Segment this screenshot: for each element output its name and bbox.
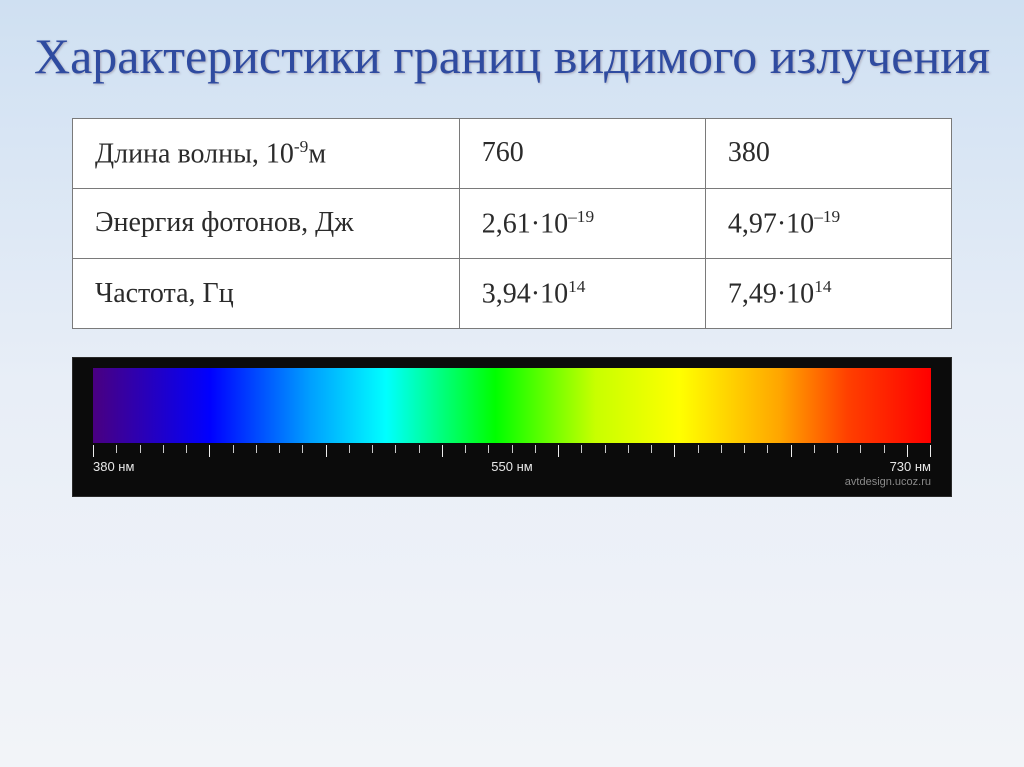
tick bbox=[442, 445, 465, 457]
watermark: avtdesign.ucoz.ru bbox=[845, 476, 931, 488]
value-cell: 3,94·1014 bbox=[459, 259, 705, 329]
tick bbox=[186, 445, 209, 453]
table-row: Энергия фотонов, Дж 2,61·10–19 4,97·10–1… bbox=[73, 188, 952, 258]
tick bbox=[116, 445, 139, 453]
param-cell: Энергия фотонов, Дж bbox=[73, 188, 460, 258]
table-row: Длина волны, 10-9м 760 380 bbox=[73, 118, 952, 188]
value-cell: 380 bbox=[705, 118, 951, 188]
value-cell: 7,49·1014 bbox=[705, 259, 951, 329]
tick bbox=[837, 445, 860, 453]
tick bbox=[674, 445, 697, 457]
tick bbox=[860, 445, 883, 453]
tick bbox=[651, 445, 674, 453]
value-cell: 4,97·10–19 bbox=[705, 188, 951, 258]
val-exp: 14 bbox=[814, 277, 831, 296]
tick bbox=[721, 445, 744, 453]
tick bbox=[535, 445, 558, 453]
tick bbox=[767, 445, 790, 453]
val-base: 7,49·10 bbox=[728, 278, 814, 309]
spectrum-ticks bbox=[93, 445, 931, 457]
param-tail: м bbox=[308, 138, 326, 169]
tick bbox=[907, 445, 931, 457]
param-cell: Длина волны, 10-9м bbox=[73, 118, 460, 188]
tick bbox=[372, 445, 395, 453]
tick bbox=[581, 445, 604, 453]
spec-table: Длина волны, 10-9м 760 380 Энергия фотон… bbox=[72, 118, 952, 330]
value-cell: 760 bbox=[459, 118, 705, 188]
spectrum-bar bbox=[93, 368, 931, 443]
tick bbox=[349, 445, 372, 453]
spectrum-label: 380 нм bbox=[93, 459, 163, 474]
val-exp: 14 bbox=[568, 277, 585, 296]
tick bbox=[628, 445, 651, 453]
val-exp: –19 bbox=[568, 207, 594, 226]
val-exp: –19 bbox=[814, 207, 840, 226]
tick bbox=[140, 445, 163, 453]
tick bbox=[465, 445, 488, 453]
val-base: 3,94·10 bbox=[482, 278, 568, 309]
tick bbox=[558, 445, 581, 457]
value-cell: 2,61·10–19 bbox=[459, 188, 705, 258]
spectrum-label: 730 нм bbox=[861, 459, 931, 474]
tick bbox=[791, 445, 814, 457]
tick bbox=[698, 445, 721, 453]
tick bbox=[163, 445, 186, 453]
tick bbox=[512, 445, 535, 453]
tick bbox=[256, 445, 279, 453]
param-cell: Частота, Гц bbox=[73, 259, 460, 329]
page-title: Характеристики границ видимого излучения bbox=[34, 28, 990, 86]
param-text: Длина волны, 10 bbox=[95, 138, 294, 169]
tick bbox=[814, 445, 837, 453]
tick bbox=[302, 445, 325, 453]
tick bbox=[395, 445, 418, 453]
tick bbox=[279, 445, 302, 453]
spectrum-labels: 380 нм 550 нм 730 нм bbox=[93, 459, 931, 474]
tick bbox=[326, 445, 349, 457]
tick bbox=[419, 445, 442, 453]
tick bbox=[744, 445, 767, 453]
tick bbox=[605, 445, 628, 453]
val-base: 4,97·10 bbox=[728, 208, 814, 239]
param-exp: -9 bbox=[294, 137, 308, 156]
tick bbox=[209, 445, 232, 457]
tick bbox=[93, 445, 116, 457]
spectrum-label: 550 нм bbox=[477, 459, 547, 474]
tick bbox=[488, 445, 511, 453]
slide: Характеристики границ видимого излучения… bbox=[0, 0, 1024, 767]
table-row: Частота, Гц 3,94·1014 7,49·1014 bbox=[73, 259, 952, 329]
tick bbox=[233, 445, 256, 453]
tick bbox=[884, 445, 907, 453]
spectrum-block: 380 нм 550 нм 730 нм avtdesign.ucoz.ru bbox=[72, 357, 952, 497]
val-base: 2,61·10 bbox=[482, 208, 568, 239]
